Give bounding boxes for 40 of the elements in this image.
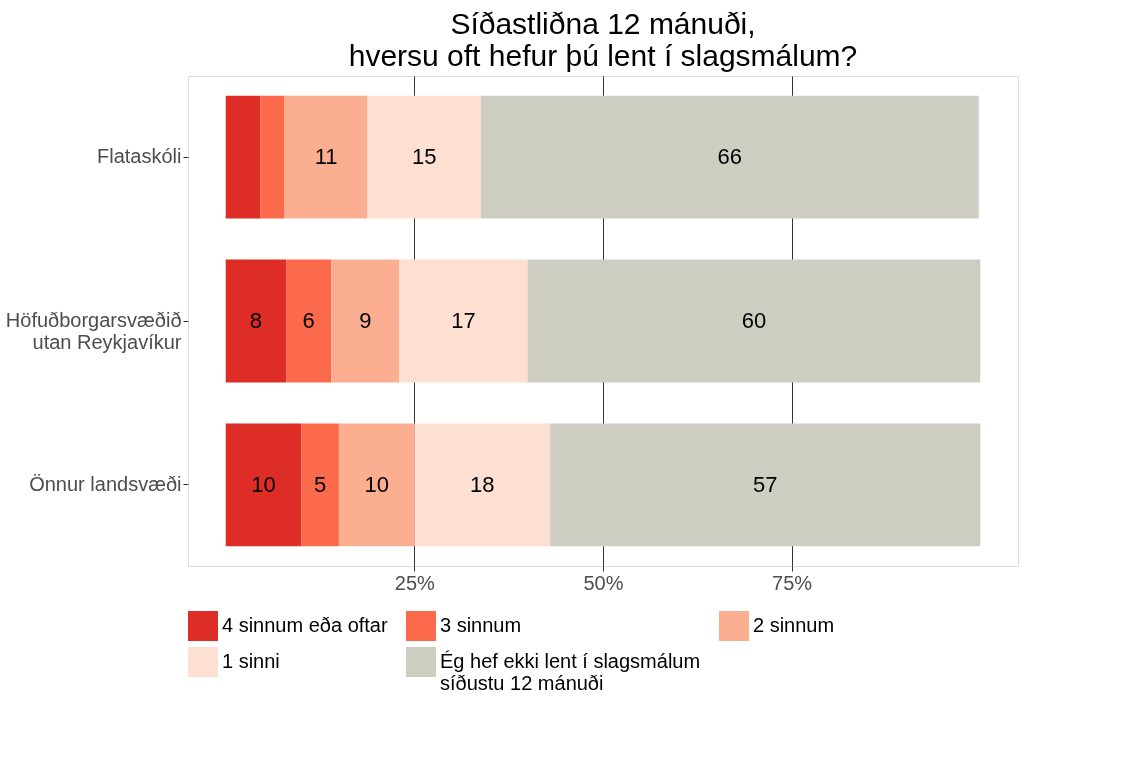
chart-title: Síðastliðna 12 mánuði, hversu oft hefur þú lent í slagsmálum? xyxy=(348,7,858,72)
bar xyxy=(550,423,981,547)
y-tick-label: Önnur landsvæði xyxy=(29,472,182,495)
bar xyxy=(225,423,302,547)
x-tick-label: 25% xyxy=(394,571,436,594)
data-label: 17 xyxy=(451,308,476,333)
data-label: 60 xyxy=(741,308,767,333)
bar xyxy=(225,95,261,219)
data-label: 15 xyxy=(411,144,437,170)
data-label: 57 xyxy=(752,471,778,497)
legend-label: 1 sinni xyxy=(222,650,280,672)
bar xyxy=(286,259,332,383)
bar xyxy=(414,423,551,547)
bar xyxy=(527,259,981,383)
legend-label: 3 sinnum xyxy=(440,614,522,636)
bar xyxy=(225,259,287,383)
data-label: 6 xyxy=(302,308,315,333)
data-label: 5 xyxy=(313,471,327,497)
legend-label: Ég hef ekki lent í slagsmálum síðustu 12 mánuði xyxy=(440,650,701,694)
bar xyxy=(301,423,339,547)
bar xyxy=(480,95,979,219)
y-tick-label: Flataskóli xyxy=(97,145,182,168)
legend-label: 4 sinnum eða oftar xyxy=(222,614,388,636)
data-label: 66 xyxy=(717,144,743,170)
legend-label: 2 sinnum xyxy=(753,614,835,636)
bar xyxy=(399,259,528,383)
data-label: 9 xyxy=(359,308,372,333)
bar xyxy=(260,95,285,219)
bar xyxy=(338,423,415,547)
x-tick-label: 75% xyxy=(772,571,813,594)
y-tick-label: Höfuðborgarsvæðið utan Reykjavíkur xyxy=(5,309,182,353)
bar xyxy=(367,95,481,219)
data-label: 8 xyxy=(249,308,263,333)
data-label: 18 xyxy=(470,471,495,497)
data-label: 10 xyxy=(364,471,389,497)
bar xyxy=(284,95,368,219)
data-label: 11 xyxy=(314,144,338,170)
x-tick-label: 50% xyxy=(583,571,624,594)
bar xyxy=(331,259,400,383)
data-label: 10 xyxy=(251,471,276,497)
